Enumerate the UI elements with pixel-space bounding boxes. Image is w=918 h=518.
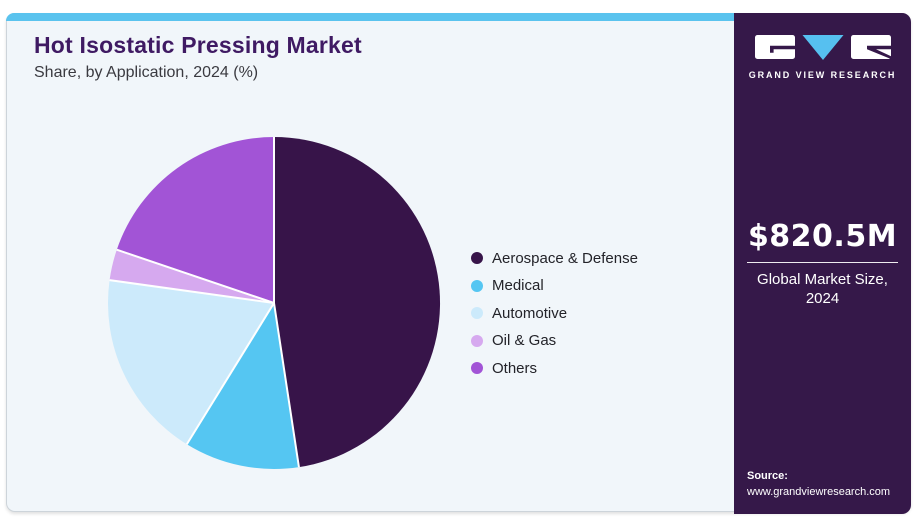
chart-legend: Aerospace & Defense Medical Automotive Oil … — [471, 248, 638, 379]
page-subtitle: Share, by Application, 2024 (%) — [34, 64, 259, 81]
legend-swatch-icon — [471, 307, 483, 320]
legend-label: Medical — [492, 277, 544, 295]
gvr-logo-text: GRAND VIEW RESEARCH — [748, 70, 897, 80]
report-card: Hot Isostatic Pressing Market Share, by … — [6, 13, 911, 514]
market-size-block: $820.5M Global Market Size, 2024 — [734, 219, 911, 308]
legend-swatch-icon — [471, 362, 483, 375]
gvr-logo: GRAND VIEW RESEARCH — [734, 35, 911, 80]
legend-swatch-icon — [471, 334, 483, 347]
legend-label: Automotive — [492, 304, 568, 322]
legend-item: Oil & Gas — [471, 331, 638, 352]
source-label: Source: — [747, 470, 788, 483]
market-size-value: $820.5M — [747, 219, 898, 254]
legend-label: Oil & Gas — [492, 332, 557, 350]
pie-slice-separator — [273, 302, 300, 468]
pie-slice-separator — [109, 279, 275, 304]
legend-label: Others — [492, 359, 538, 377]
legend-item: Automotive — [471, 303, 638, 324]
legend-item: Aerospace & Defense — [471, 248, 638, 269]
sidebar: GRAND VIEW RESEARCH $820.5M Global Marke… — [734, 13, 911, 514]
legend-item: Medical — [471, 276, 638, 297]
legend-label: Aerospace & Defense — [492, 249, 638, 267]
market-size-divider — [747, 262, 898, 263]
pie-slice-aerospace-defense — [274, 137, 441, 468]
gvr-logo-icon — [754, 35, 891, 60]
pie-slice-medical — [186, 303, 299, 470]
legend-swatch-icon — [471, 252, 483, 265]
page-title: Hot Isostatic Pressing Market — [34, 32, 362, 58]
legend-item: Others — [471, 358, 638, 379]
legend-swatch-icon — [471, 279, 483, 292]
pie-slice-others — [116, 137, 274, 303]
pie-slice-automotive — [107, 280, 275, 445]
accent-bar — [6, 13, 736, 21]
source-url: www.grandviewresearch.com — [747, 485, 891, 498]
market-size-label: Global Market Size, 2024 — [757, 271, 888, 308]
pie-slice-separator — [185, 302, 275, 445]
source-block: Source: www.grandviewresearch.com — [747, 469, 890, 500]
pie-slice-separator — [116, 248, 275, 304]
pie-chart — [107, 137, 441, 470]
